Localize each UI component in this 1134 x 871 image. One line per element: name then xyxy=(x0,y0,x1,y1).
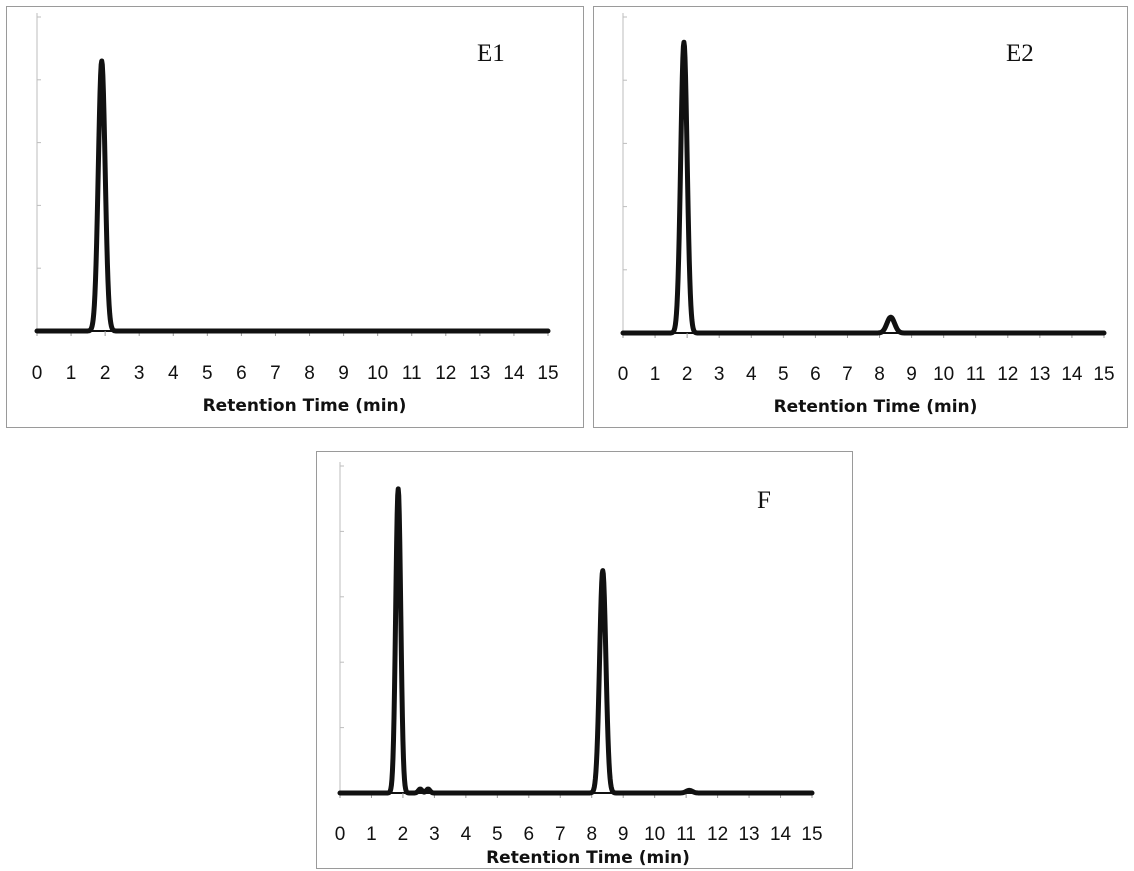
chart-panel-e2: 0 1 2 3 4 5 6 7 8 9 10 11 12 13 14 15 Retention Time (mi… xyxy=(593,6,1128,428)
x-tick-label: 15 xyxy=(801,824,822,845)
x-tick-label: 12 xyxy=(435,363,456,384)
x-tick-label: 2 xyxy=(398,824,409,845)
x-tick-label: 8 xyxy=(304,363,315,384)
x-tick-label: 2 xyxy=(682,364,693,385)
x-tick-label: 3 xyxy=(714,364,725,385)
panel-title: E2 xyxy=(1006,40,1034,67)
x-tick-label: 8 xyxy=(874,364,885,385)
chart-panel-e1: 0 1 2 3 4 5 6 7 8 9 10 11 12 13 14 15 Retention Time (mi… xyxy=(6,6,584,428)
chromatogram-trace xyxy=(34,58,551,334)
x-axis-label: Retention Time (min) xyxy=(774,397,978,417)
x-tick-label: 0 xyxy=(618,364,629,385)
panel-title: E1 xyxy=(477,40,505,67)
x-tick-label: 0 xyxy=(32,363,43,384)
x-tick-label: 11 xyxy=(966,364,986,385)
x-tick-label: 5 xyxy=(202,363,213,384)
x-tick-label: 14 xyxy=(770,824,792,845)
x-tick-label: 6 xyxy=(524,824,535,845)
x-tick-label: 1 xyxy=(366,824,377,845)
x-tick-label: 12 xyxy=(707,824,728,845)
x-tick-label: 3 xyxy=(134,363,145,384)
x-tick-label: 4 xyxy=(168,363,179,384)
x-tick-label: 7 xyxy=(270,363,281,384)
x-tick-label: 2 xyxy=(100,363,111,384)
x-tick-label: 6 xyxy=(810,364,821,385)
chart-panel-f: 0 1 2 3 4 5 6 7 8 9 10 11 12 13 14 15 Retention Time (mi… xyxy=(316,451,853,869)
x-axis-label: Retention Time (min) xyxy=(486,848,690,868)
x-tick-label: 11 xyxy=(402,363,422,384)
x-tick-label: 3 xyxy=(429,824,440,845)
x-tick-label: 10 xyxy=(933,364,954,385)
x-tick-label: 7 xyxy=(842,364,853,385)
x-tick-label: 1 xyxy=(650,364,661,385)
x-tick-label: 11 xyxy=(676,824,696,845)
x-tick-label: 15 xyxy=(537,363,558,384)
x-tick-label: 9 xyxy=(338,363,349,384)
x-tick-label: 15 xyxy=(1093,364,1114,385)
x-tick-label: 9 xyxy=(618,824,629,845)
x-tick-label: 9 xyxy=(906,364,917,385)
x-tick-label: 0 xyxy=(335,824,346,845)
x-tick-label: 4 xyxy=(461,824,472,845)
x-tick-label: 5 xyxy=(492,824,503,845)
x-tick-label: 6 xyxy=(236,363,247,384)
x-tick-label: 8 xyxy=(586,824,597,845)
x-tick-label: 1 xyxy=(66,363,77,384)
x-axis-label: Retention Time (min) xyxy=(203,396,407,416)
x-tick-label: 10 xyxy=(644,824,665,845)
x-tick-label: 7 xyxy=(555,824,566,845)
chromatogram-trace xyxy=(337,486,815,796)
x-tick-label: 14 xyxy=(1061,364,1083,385)
x-tick-label: 10 xyxy=(367,363,388,384)
x-tick-label: 14 xyxy=(503,363,525,384)
chromatogram-trace xyxy=(620,39,1107,336)
x-tick-label: 5 xyxy=(778,364,789,385)
x-tick-label: 12 xyxy=(997,364,1018,385)
x-tick-label: 4 xyxy=(746,364,757,385)
x-tick-label: 13 xyxy=(738,824,759,845)
x-tick-label: 13 xyxy=(469,363,490,384)
panel-title: F xyxy=(757,487,771,514)
x-tick-label: 13 xyxy=(1029,364,1050,385)
